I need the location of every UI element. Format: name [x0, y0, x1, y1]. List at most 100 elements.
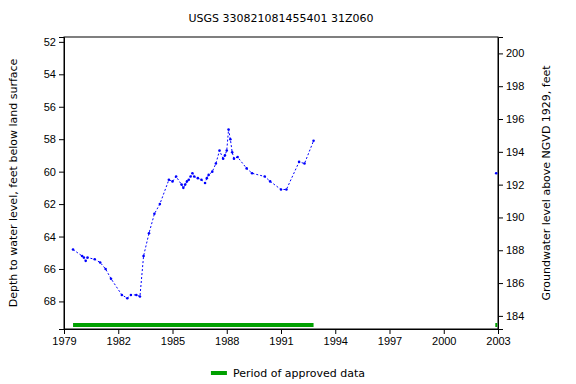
tick: 184	[498, 310, 524, 322]
data-point	[168, 178, 171, 181]
data-point	[224, 154, 227, 157]
tick-mark	[118, 329, 119, 334]
data-point	[197, 177, 200, 180]
data-point	[312, 140, 315, 143]
plot-frame	[64, 37, 498, 329]
tick: 186	[498, 277, 524, 289]
data-point	[110, 277, 113, 280]
data-point	[280, 188, 283, 191]
data-point	[184, 183, 187, 186]
tick: 1982	[107, 329, 131, 347]
data-point	[83, 256, 86, 259]
tick-mark	[498, 316, 503, 317]
tick: 52	[44, 36, 64, 48]
tick-mark	[390, 329, 391, 334]
data-point	[231, 151, 234, 154]
data-point	[303, 162, 306, 165]
tick-label: 196	[506, 113, 524, 125]
data-point	[104, 268, 107, 271]
tick: 68	[44, 295, 64, 307]
plot-area	[72, 128, 498, 327]
tick-mark	[335, 329, 336, 334]
data-point	[200, 178, 203, 181]
tick-mark	[498, 185, 503, 186]
tick-mark	[498, 250, 503, 251]
tick-label: 64	[44, 231, 56, 243]
tick-mark	[59, 74, 64, 75]
data-point	[233, 157, 236, 160]
data-line	[73, 129, 496, 298]
data-point	[121, 294, 124, 297]
data-point	[86, 256, 89, 259]
data-point	[189, 175, 192, 178]
tick-label: 200	[506, 47, 524, 59]
tick-label: 184	[506, 310, 524, 322]
tick-label: 62	[44, 198, 56, 210]
tick-mark	[59, 237, 64, 238]
tick: 188	[498, 244, 524, 256]
data-point	[204, 182, 207, 185]
data-point	[285, 188, 288, 191]
data-point	[130, 294, 133, 297]
data-point	[222, 157, 225, 160]
data-point	[207, 174, 210, 177]
tick: 1979	[52, 329, 76, 347]
legend-swatch	[211, 371, 227, 375]
tick-label: 1979	[52, 335, 76, 347]
tick-label: 56	[44, 101, 56, 113]
tick-mark	[173, 329, 174, 334]
tick-mark	[498, 283, 503, 284]
tick-label: 66	[44, 263, 56, 275]
data-point	[206, 177, 209, 180]
data-point	[84, 260, 87, 263]
tick: 66	[44, 263, 64, 275]
tick: 1991	[269, 329, 293, 347]
data-point	[229, 138, 232, 141]
tick-mark	[59, 204, 64, 205]
data-point	[225, 149, 228, 152]
tick-mark	[498, 152, 503, 153]
tick-mark	[59, 107, 64, 108]
tick-label: 198	[506, 80, 524, 92]
tick-mark	[59, 139, 64, 140]
data-point	[159, 203, 162, 206]
tick-label: 68	[44, 295, 56, 307]
tick: 198	[498, 80, 524, 92]
data-point	[211, 170, 214, 173]
data-point	[135, 294, 138, 297]
tick-mark	[59, 301, 64, 302]
tick: 1985	[161, 329, 185, 347]
tick: 2003	[486, 329, 510, 347]
tick-mark	[227, 329, 228, 334]
tick-label: 2003	[486, 335, 510, 347]
tick: 194	[498, 146, 524, 158]
tick: 56	[44, 101, 64, 113]
data-point	[236, 156, 239, 159]
tick-mark	[281, 329, 282, 334]
tick-label: 194	[506, 146, 524, 158]
title: USGS 330821081455401 31Z060	[188, 12, 373, 25]
tick-mark	[498, 217, 503, 218]
tick-label: 1988	[215, 335, 239, 347]
tick: 1994	[324, 329, 348, 347]
tick-label: 52	[44, 36, 56, 48]
data-point	[153, 213, 156, 216]
tick: 58	[44, 133, 64, 145]
data-point	[93, 258, 96, 261]
y-axis-title: Depth to water level, feet below land su…	[7, 58, 20, 307]
data-point	[139, 295, 142, 298]
tick-label: 60	[44, 166, 56, 178]
y2-axis: 184186188190192194196198200	[498, 38, 524, 330]
tick-mark	[59, 172, 64, 173]
y2-axis-title: Groundwater level above NGVD 1929, feet	[540, 65, 553, 301]
tick-label: 58	[44, 133, 56, 145]
tick-mark	[498, 53, 503, 54]
tick: 2000	[432, 329, 456, 347]
tick-label: 188	[506, 244, 524, 256]
data-point	[269, 180, 272, 183]
tick: 200	[498, 47, 524, 59]
data-point	[218, 149, 221, 152]
tick-label: 2000	[432, 335, 456, 347]
approved-period	[73, 323, 314, 327]
tick-label: 1997	[378, 335, 402, 347]
